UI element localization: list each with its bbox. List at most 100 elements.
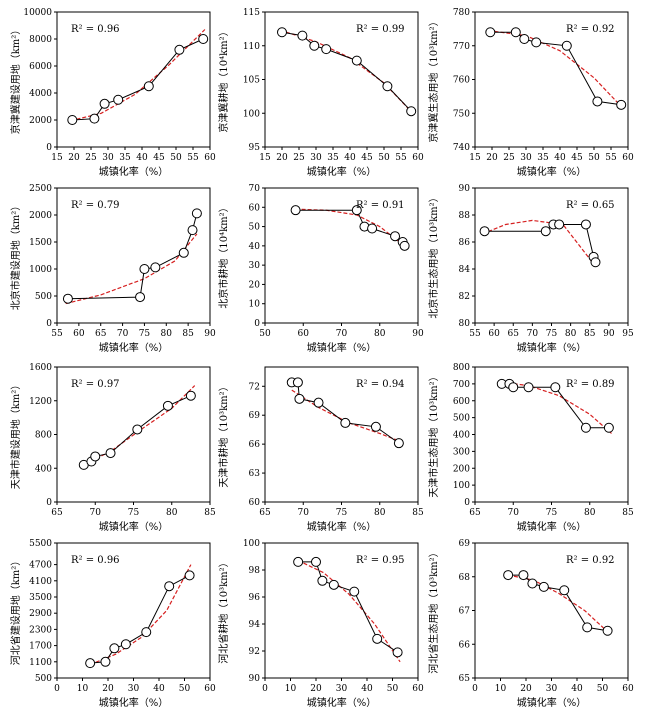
data-point <box>351 205 362 216</box>
x-tick-label: 40 <box>344 153 356 163</box>
y-tick-label: 90 <box>249 674 261 684</box>
r-squared-label: R² = 0.92 <box>566 24 615 35</box>
x-axis-label: 城镇化率（%） <box>99 165 169 178</box>
x-tick-label: 90 <box>603 329 615 339</box>
chart-panel: 65 70 75 80 85 0 400 800 1200 1600 城镇化率（%） 天津市建设用地（… <box>9 363 216 533</box>
data-point <box>340 417 351 428</box>
x-tick-label: 20 <box>276 153 288 163</box>
data-point <box>603 422 614 433</box>
y-tick-label: 69 <box>459 539 471 549</box>
y-axis-label: 河北省耕地（10³km²） <box>217 557 230 663</box>
data-point <box>135 292 146 303</box>
x-tick-label: 80 <box>161 329 173 339</box>
y-tick-label: 67 <box>459 607 471 617</box>
x-tick-label: 20 <box>68 153 80 163</box>
data-point <box>392 647 403 658</box>
data-point <box>592 96 603 107</box>
y-tick-label: 800 <box>35 431 52 441</box>
y-tick-label: 5500 <box>29 539 52 549</box>
y-tick-label: 0 <box>46 319 52 329</box>
y-tick-label: 115 <box>243 8 260 18</box>
data-point <box>554 219 565 230</box>
trend-line <box>482 219 596 267</box>
y-tick-label: 92 <box>249 647 260 657</box>
x-tick-label: 40 <box>571 684 583 694</box>
data-point <box>485 27 496 38</box>
y-tick-label: 60 <box>249 498 261 508</box>
x-tick-label: 35 <box>537 153 549 163</box>
x-tick-label: 60 <box>298 329 310 339</box>
chart-panel: 55 60 65 70 75 80 85 90 0 500 1000 1500 2000 2500 城镇化率… <box>9 184 216 354</box>
y-tick-label: 400 <box>35 464 52 474</box>
x-tick-label: 85 <box>622 508 634 518</box>
data-point <box>390 231 401 242</box>
r-squared-label: R² = 0.97 <box>71 379 120 390</box>
y-tick-label: 84 <box>459 265 471 275</box>
data-point <box>580 422 591 433</box>
y-axis-label: 北京市生态用地（10³km²） <box>427 192 440 318</box>
x-tick-label: 80 <box>565 329 577 339</box>
y-tick-label: 80 <box>459 319 471 329</box>
data-point <box>109 643 120 654</box>
x-tick-label: 70 <box>90 508 102 518</box>
r-squared-label: R² = 0.99 <box>356 24 405 35</box>
x-tick-label: 40 <box>554 153 566 163</box>
data-point <box>616 99 627 110</box>
data-point <box>141 627 152 638</box>
x-tick-label: 95 <box>622 329 634 339</box>
data-point <box>297 30 308 41</box>
x-tick-label: 30 <box>102 153 114 163</box>
x-tick-label: 10 <box>495 684 507 694</box>
data-point <box>406 106 417 117</box>
x-tick-label: 75 <box>546 508 558 518</box>
y-axis-label: 北京市建设用地（km²） <box>9 201 22 311</box>
x-tick-label: 45 <box>153 153 165 163</box>
y-tick-label: 30 <box>249 261 261 271</box>
x-tick-label: 45 <box>361 153 373 163</box>
y-axis-label: 天津市生态用地（10³km²） <box>427 371 440 497</box>
y-tick-label: 740 <box>453 143 470 153</box>
data-point <box>527 578 538 589</box>
y-tick-label: 86 <box>459 238 471 248</box>
plot-frame <box>56 187 211 324</box>
y-tick-label: 500 <box>35 292 52 302</box>
data-point <box>150 262 161 273</box>
y-tick-label: 300 <box>453 447 470 457</box>
x-tick-label: 55 <box>187 153 199 163</box>
data-point <box>132 424 143 435</box>
x-axis-label: 城镇化率（%） <box>307 520 377 533</box>
y-tick-label: 105 <box>243 76 260 86</box>
data-point <box>531 37 542 48</box>
trend-line <box>297 559 401 663</box>
y-axis-label: 天津市建设用地（km²） <box>9 380 22 490</box>
x-axis-label: 城镇化率（%） <box>99 696 169 709</box>
data-point <box>85 658 96 669</box>
series-line <box>490 31 622 106</box>
r-squared-label: R² = 0.96 <box>71 555 120 566</box>
data-point <box>399 240 410 251</box>
data-point <box>198 34 209 44</box>
data-point <box>89 113 100 124</box>
y-axis-label: 北京市耕地（10⁴km²） <box>217 202 230 308</box>
x-tick-label: 50 <box>387 684 399 694</box>
x-axis-label: 城镇化率（%） <box>517 696 587 709</box>
x-tick-label: 75 <box>546 329 558 339</box>
y-tick-label: 2000 <box>29 116 52 126</box>
x-axis-label: 城镇化率（%） <box>307 341 377 354</box>
series-line <box>291 381 400 444</box>
y-tick-label: 780 <box>453 8 470 18</box>
data-point <box>191 208 202 219</box>
x-tick-label: 0 <box>54 684 60 694</box>
y-axis-label: 京津冀建设用地（km²） <box>9 25 22 135</box>
data-point <box>105 448 116 459</box>
data-point <box>582 622 593 633</box>
y-tick-label: 4000 <box>29 89 52 99</box>
y-tick-label: 10000 <box>23 8 52 18</box>
x-tick-label: 15 <box>51 153 63 163</box>
x-axis-label: 城镇化率（%） <box>307 165 377 178</box>
y-tick-label: 700 <box>453 380 470 390</box>
y-tick-label: 3500 <box>29 593 52 603</box>
data-point <box>602 625 613 636</box>
chart-panel: 0 10 20 30 40 50 60 90 92 94 96 98 100 城镇化率（%） 河北省耕地（1… <box>217 539 424 709</box>
y-tick-label: 65 <box>459 674 471 684</box>
